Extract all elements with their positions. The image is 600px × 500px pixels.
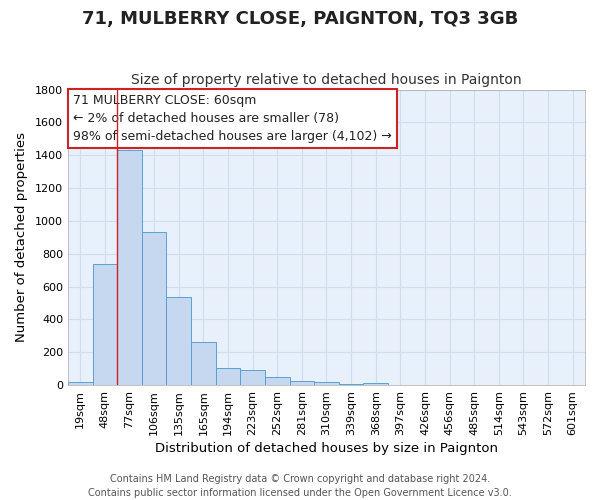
Title: Size of property relative to detached houses in Paignton: Size of property relative to detached ho… bbox=[131, 73, 522, 87]
Bar bbox=[166, 298, 191, 385]
Bar bbox=[364, 382, 388, 385]
Bar bbox=[265, 377, 290, 385]
Bar bbox=[191, 342, 215, 385]
Text: Contains HM Land Registry data © Crown copyright and database right 2024.
Contai: Contains HM Land Registry data © Crown c… bbox=[88, 474, 512, 498]
Text: 71, MULBERRY CLOSE, PAIGNTON, TQ3 3GB: 71, MULBERRY CLOSE, PAIGNTON, TQ3 3GB bbox=[82, 10, 518, 28]
Bar bbox=[117, 150, 142, 385]
Bar bbox=[215, 368, 240, 385]
Bar bbox=[68, 382, 92, 385]
Bar bbox=[142, 232, 166, 385]
X-axis label: Distribution of detached houses by size in Paignton: Distribution of detached houses by size … bbox=[155, 442, 498, 455]
Bar bbox=[314, 382, 339, 385]
Bar bbox=[240, 370, 265, 385]
Y-axis label: Number of detached properties: Number of detached properties bbox=[15, 132, 28, 342]
Text: 71 MULBERRY CLOSE: 60sqm
← 2% of detached houses are smaller (78)
98% of semi-de: 71 MULBERRY CLOSE: 60sqm ← 2% of detache… bbox=[73, 94, 392, 143]
Bar bbox=[339, 384, 364, 385]
Bar bbox=[92, 264, 117, 385]
Bar bbox=[290, 381, 314, 385]
